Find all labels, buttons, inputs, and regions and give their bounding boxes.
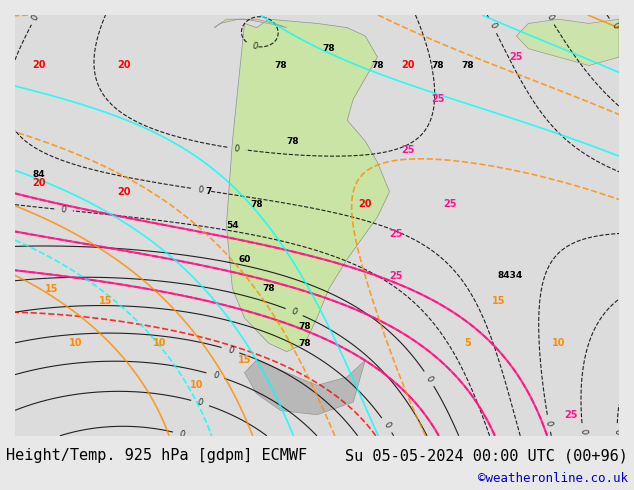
Text: 0: 0 bbox=[382, 420, 392, 430]
Text: 78: 78 bbox=[262, 284, 275, 293]
Text: 78: 78 bbox=[275, 61, 287, 70]
Text: 60: 60 bbox=[238, 255, 250, 264]
Text: 25: 25 bbox=[564, 410, 578, 420]
Text: 10: 10 bbox=[552, 338, 566, 348]
Text: 25: 25 bbox=[431, 94, 444, 104]
Text: 0: 0 bbox=[233, 144, 240, 153]
Text: 10: 10 bbox=[190, 380, 203, 391]
Text: 78: 78 bbox=[371, 61, 384, 70]
Text: 78: 78 bbox=[250, 200, 263, 209]
Text: 0: 0 bbox=[211, 370, 219, 381]
Text: 0: 0 bbox=[251, 41, 259, 51]
Text: 0: 0 bbox=[30, 13, 41, 22]
Text: 78: 78 bbox=[432, 61, 444, 70]
Text: Su 05-05-2024 00:00 UTC (00+96): Su 05-05-2024 00:00 UTC (00+96) bbox=[345, 448, 628, 463]
Text: 25: 25 bbox=[389, 271, 402, 281]
Text: 20: 20 bbox=[117, 60, 131, 71]
Text: 0: 0 bbox=[612, 429, 622, 434]
Text: 10: 10 bbox=[68, 338, 82, 348]
Text: 25: 25 bbox=[443, 199, 456, 209]
Text: 0: 0 bbox=[609, 21, 620, 30]
Text: ©weatheronline.co.uk: ©weatheronline.co.uk bbox=[477, 472, 628, 485]
Text: 0: 0 bbox=[488, 21, 498, 30]
Text: 8434: 8434 bbox=[498, 271, 523, 280]
Text: 20: 20 bbox=[32, 60, 46, 71]
Polygon shape bbox=[516, 19, 619, 66]
Text: 15: 15 bbox=[238, 355, 251, 365]
Text: 20: 20 bbox=[32, 178, 46, 188]
Text: 78: 78 bbox=[299, 322, 311, 331]
Text: 15: 15 bbox=[99, 296, 112, 306]
Text: 7: 7 bbox=[205, 187, 212, 196]
Text: 78: 78 bbox=[323, 44, 335, 53]
Text: 25: 25 bbox=[389, 229, 402, 239]
Text: 0: 0 bbox=[545, 13, 555, 22]
Text: 78: 78 bbox=[287, 137, 299, 146]
Text: 25: 25 bbox=[401, 145, 415, 155]
Text: 10: 10 bbox=[153, 338, 167, 348]
Text: 15: 15 bbox=[44, 284, 58, 294]
Text: 0: 0 bbox=[578, 429, 588, 435]
Text: 0: 0 bbox=[424, 374, 434, 383]
Text: Height/Temp. 925 hPa [gdpm] ECMWF: Height/Temp. 925 hPa [gdpm] ECMWF bbox=[6, 448, 307, 463]
Text: 78: 78 bbox=[462, 61, 474, 70]
Text: 54: 54 bbox=[226, 221, 239, 230]
Text: 25: 25 bbox=[510, 52, 523, 62]
Text: 0: 0 bbox=[178, 429, 186, 440]
Text: 20: 20 bbox=[117, 187, 131, 197]
Text: 20: 20 bbox=[401, 60, 415, 71]
Text: 15: 15 bbox=[491, 296, 505, 306]
Text: 0: 0 bbox=[197, 185, 204, 195]
Text: 20: 20 bbox=[359, 199, 372, 209]
Text: 0: 0 bbox=[197, 398, 204, 408]
Polygon shape bbox=[214, 19, 287, 27]
Text: 0: 0 bbox=[226, 345, 235, 355]
Text: 0: 0 bbox=[290, 307, 299, 317]
Text: 0: 0 bbox=[60, 205, 67, 215]
Polygon shape bbox=[226, 19, 389, 352]
Text: 5: 5 bbox=[465, 338, 471, 348]
Text: 0: 0 bbox=[544, 420, 553, 426]
Text: 84: 84 bbox=[33, 171, 46, 179]
Polygon shape bbox=[245, 360, 365, 415]
Text: 78: 78 bbox=[299, 339, 311, 348]
